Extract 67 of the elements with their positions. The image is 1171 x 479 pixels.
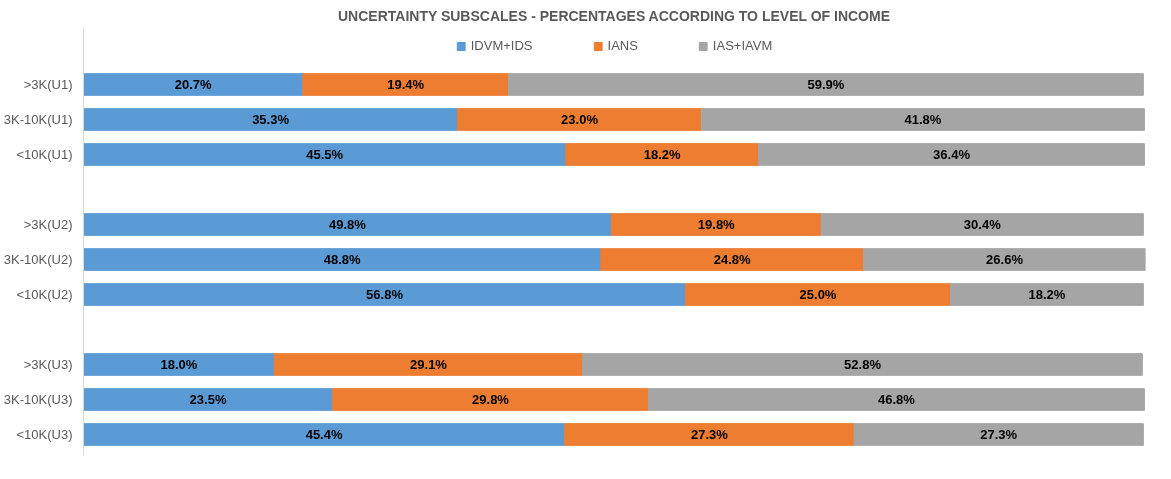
bar	[83, 73, 304, 96]
legend-label: IDVM+IDS	[470, 38, 533, 53]
bar	[949, 283, 1144, 306]
y-tick-label: >3K(U3)	[23, 357, 73, 372]
data-label: 59.9%	[807, 77, 845, 92]
data-label: 35.3%	[252, 112, 290, 127]
bar	[863, 248, 1146, 271]
bar	[647, 388, 1145, 411]
y-tick-label: >3K(U1)	[23, 77, 73, 92]
data-label: 18.2%	[643, 147, 682, 162]
bar	[758, 143, 1145, 166]
bar	[83, 248, 602, 271]
y-tick-label: 3K-10K(U2)	[3, 252, 73, 267]
bar	[83, 353, 275, 376]
data-label: 20.7%	[174, 77, 213, 92]
bar	[83, 108, 459, 131]
data-label: 30.4%	[963, 217, 1002, 232]
bar	[332, 388, 649, 411]
data-label: 18.2%	[1028, 287, 1066, 302]
bar	[582, 353, 1143, 376]
data-label: 46.8%	[878, 392, 916, 407]
y-tick-label: 3K-10K(U1)	[3, 112, 73, 127]
bar	[83, 143, 567, 166]
bar	[700, 108, 1145, 131]
bar	[685, 283, 951, 306]
legend-label: IANS	[607, 38, 638, 53]
data-label: 48.8%	[323, 252, 361, 267]
data-label: 24.8%	[713, 252, 752, 267]
data-label: 45.5%	[306, 147, 344, 162]
data-label: 26.6%	[986, 252, 1024, 267]
bar	[853, 423, 1144, 446]
bar	[83, 388, 334, 411]
bar	[600, 248, 865, 271]
data-label: 27.3%	[980, 427, 1018, 442]
data-label: 56.8%	[366, 287, 404, 302]
data-label: 41.8%	[904, 112, 942, 127]
data-label: 19.4%	[387, 77, 425, 92]
bar	[610, 213, 822, 236]
legend-label: IAS+IAVM	[712, 38, 773, 53]
data-label: 23.0%	[561, 112, 599, 127]
bar	[457, 108, 702, 131]
chart-title: UNCERTAINTY SUBSCALES - PERCENTAGES ACCORDING TO LEVEL OF INCOME	[337, 7, 890, 24]
data-label: 18.0%	[160, 357, 198, 372]
data-label: 23.5%	[189, 392, 227, 407]
data-label: 36.4%	[933, 147, 971, 162]
y-tick-label: >3K(U2)	[23, 217, 73, 232]
bar	[83, 423, 566, 446]
data-label: 52.8%	[844, 357, 882, 372]
y-tick-label: 3K-10K(U3)	[3, 392, 73, 407]
y-tick-label: <10K(U3)	[16, 427, 73, 442]
bar	[83, 283, 687, 306]
bar	[302, 73, 510, 96]
bar	[564, 423, 855, 446]
data-label: 49.8%	[328, 217, 367, 232]
data-label: 27.3%	[690, 427, 729, 442]
bar	[83, 213, 612, 236]
y-tick-label: <10K(U2)	[16, 287, 73, 302]
data-label: 29.8%	[472, 392, 510, 407]
bar	[508, 73, 1144, 96]
data-label: 19.8%	[697, 217, 736, 232]
bar	[820, 213, 1144, 236]
data-label: 29.1%	[410, 357, 448, 372]
y-tick-label: <10K(U1)	[16, 147, 73, 162]
bar	[273, 353, 584, 376]
bar	[565, 143, 760, 166]
data-label: 45.4%	[305, 427, 343, 442]
data-label: 25.0%	[799, 287, 837, 302]
